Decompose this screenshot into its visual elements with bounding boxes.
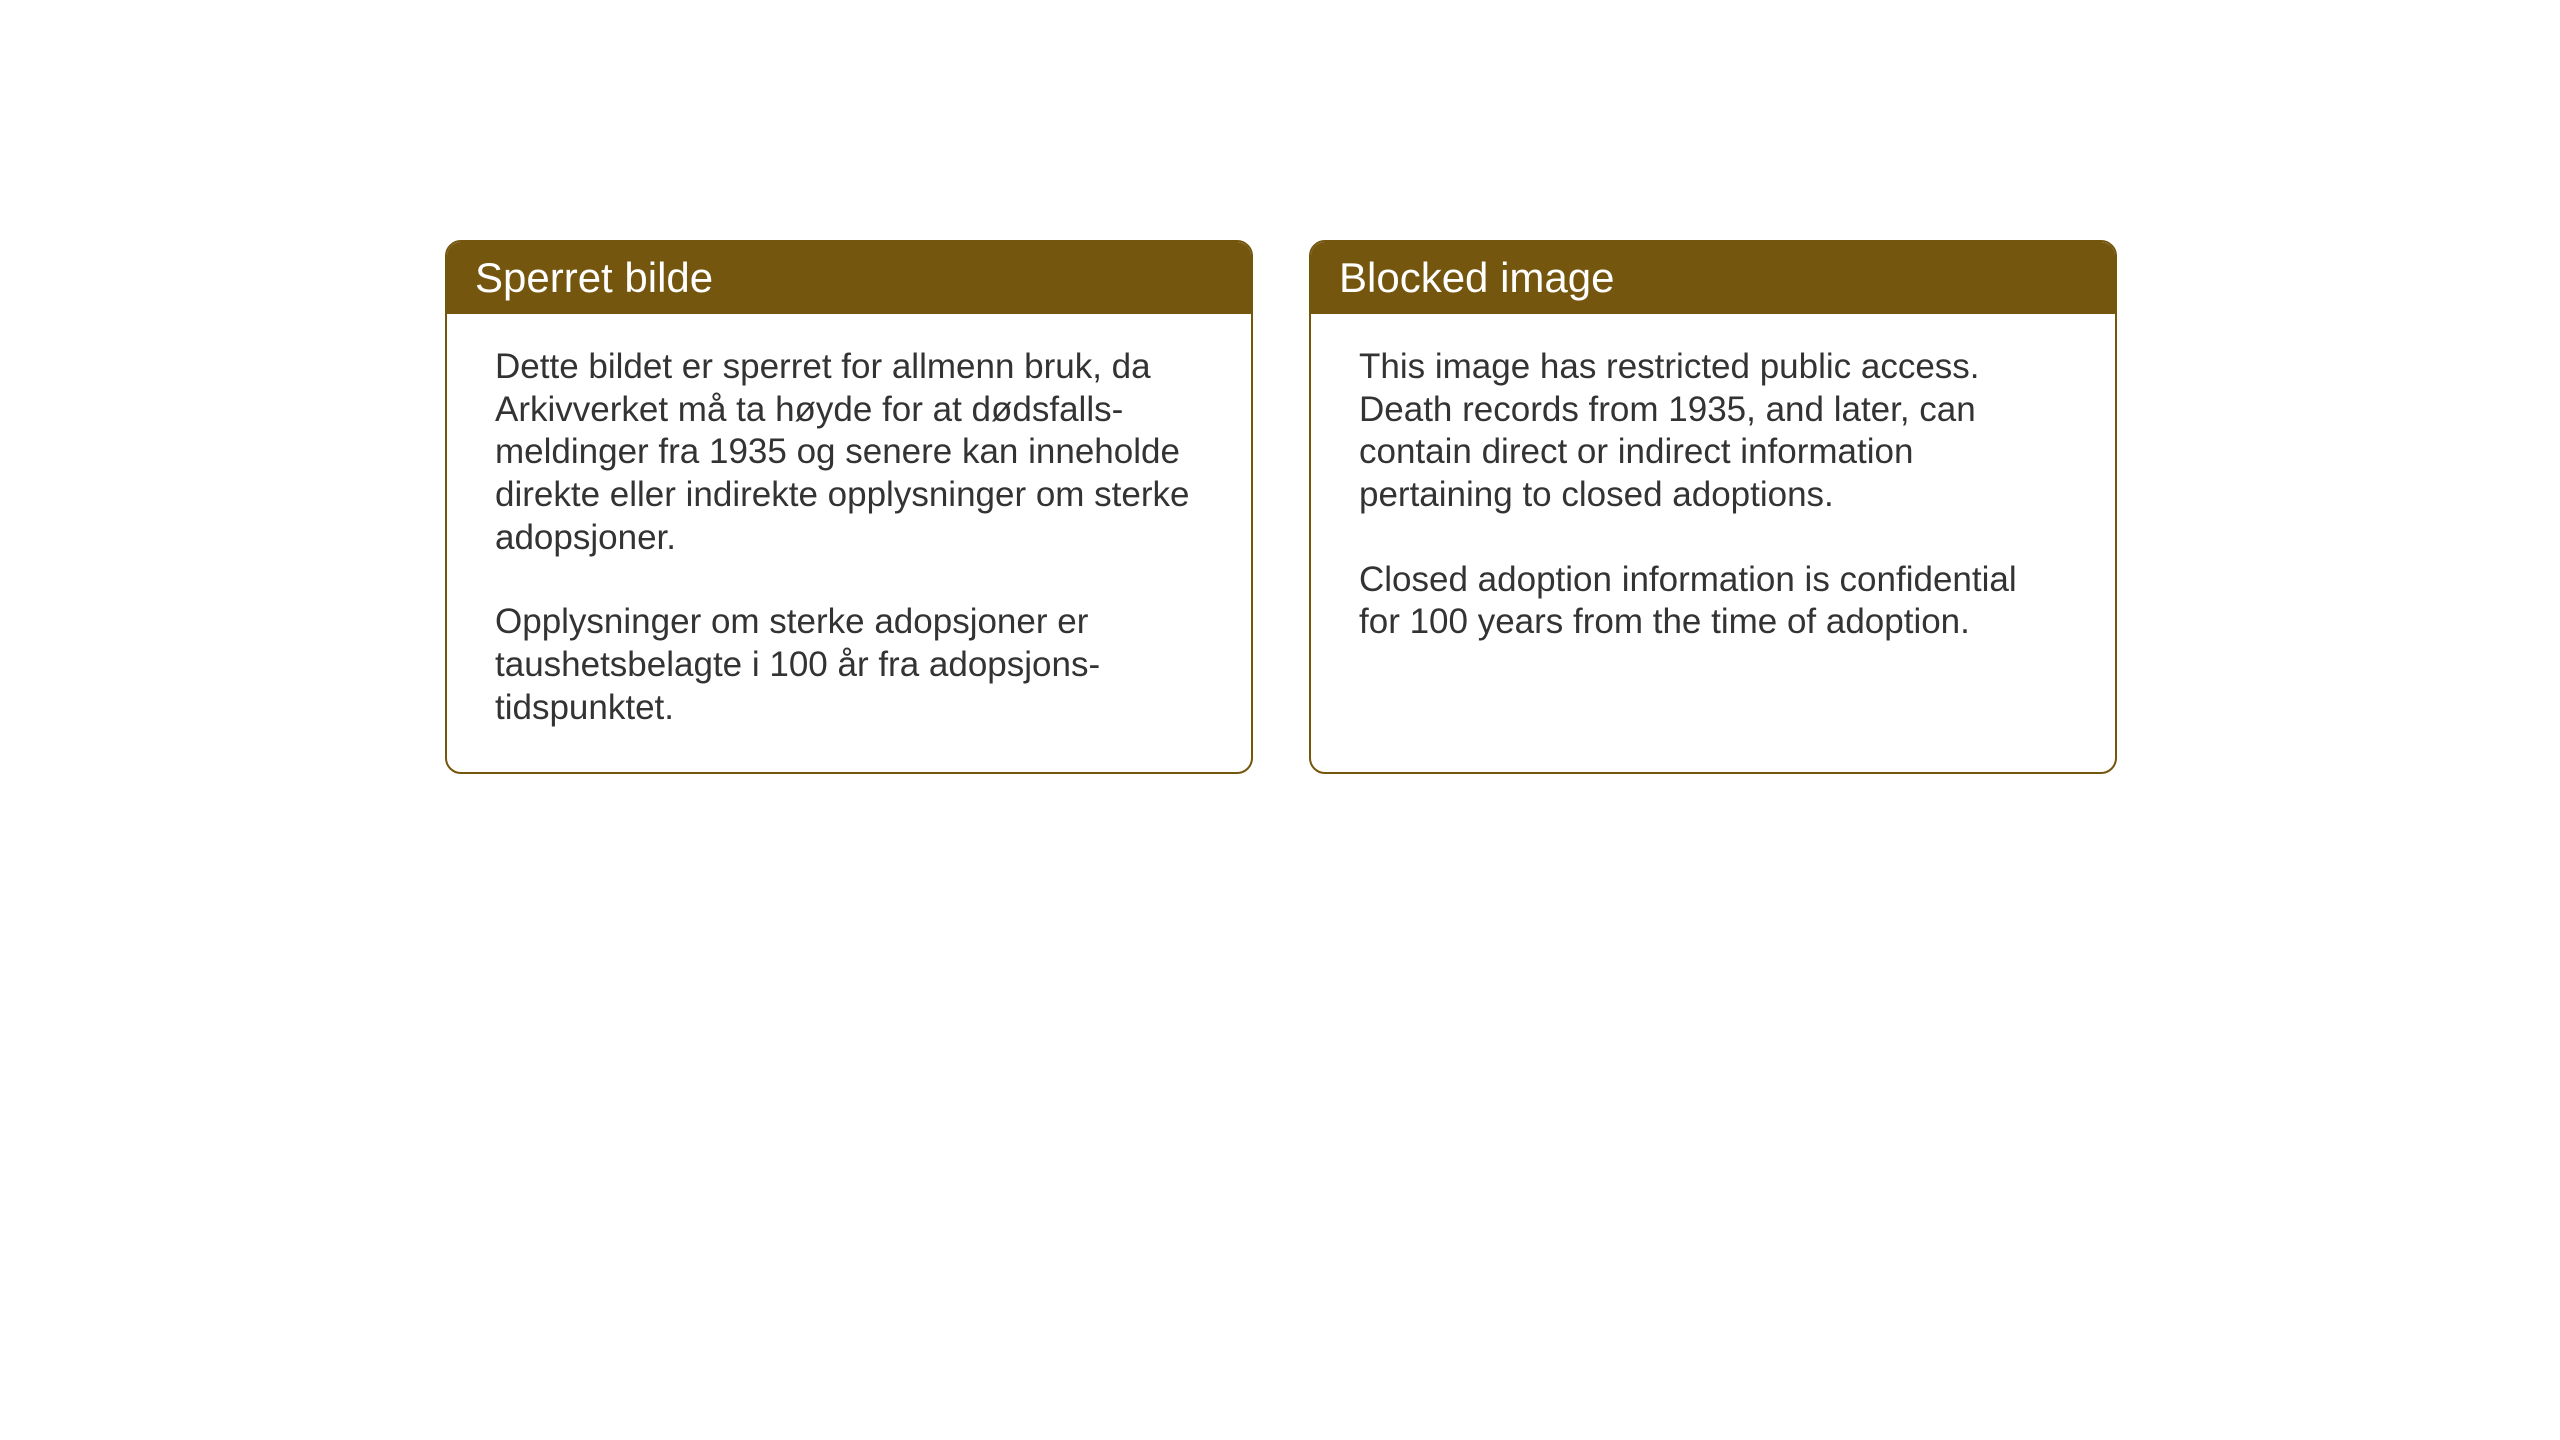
english-card-body: This image has restricted public access.… — [1311, 314, 2115, 686]
notice-container: Sperret bilde Dette bildet er sperret fo… — [445, 240, 2117, 774]
norwegian-card-title: Sperret bilde — [475, 254, 713, 301]
norwegian-card-body: Dette bildet er sperret for allmenn bruk… — [447, 314, 1251, 772]
norwegian-card-header: Sperret bilde — [447, 242, 1251, 314]
english-card-header: Blocked image — [1311, 242, 2115, 314]
norwegian-notice-card: Sperret bilde Dette bildet er sperret fo… — [445, 240, 1253, 774]
english-card-title: Blocked image — [1339, 254, 1614, 301]
norwegian-paragraph-1: Dette bildet er sperret for allmenn bruk… — [495, 346, 1203, 559]
english-notice-card: Blocked image This image has restricted … — [1309, 240, 2117, 774]
norwegian-paragraph-2: Opplysninger om sterke adopsjoner er tau… — [495, 601, 1203, 729]
english-paragraph-2: Closed adoption information is confident… — [1359, 559, 2067, 644]
english-paragraph-1: This image has restricted public access.… — [1359, 346, 2067, 517]
